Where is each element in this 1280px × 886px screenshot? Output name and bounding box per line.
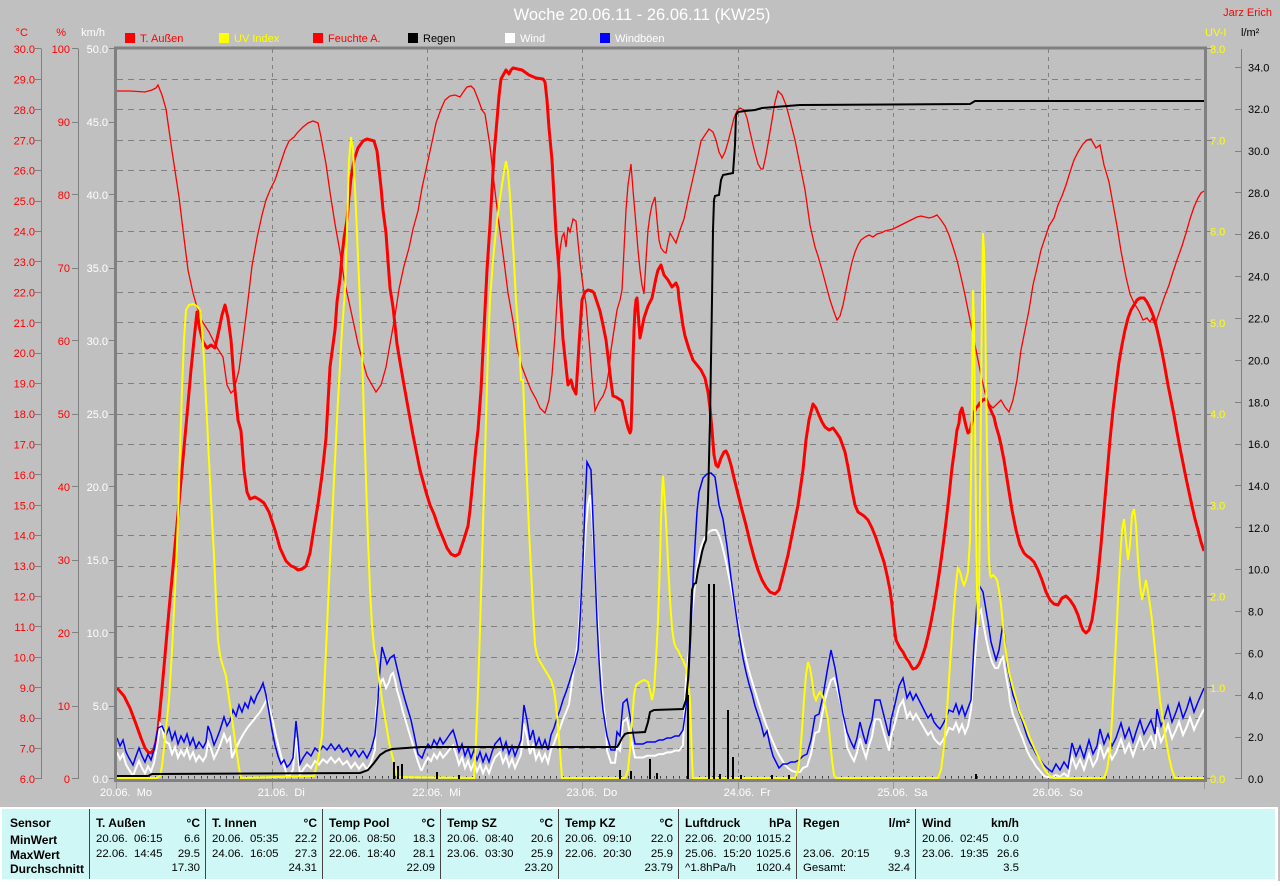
svg-text:50: 50 bbox=[58, 409, 70, 421]
svg-text:22.06. Mi: 22.06. Mi bbox=[412, 787, 460, 799]
svg-text:16.0: 16.0 bbox=[14, 470, 35, 482]
svg-text:0.0: 0.0 bbox=[93, 774, 108, 786]
svg-text:18.0: 18.0 bbox=[14, 409, 35, 421]
svg-text:40: 40 bbox=[58, 482, 70, 494]
svg-text:6.0: 6.0 bbox=[1248, 648, 1263, 660]
svg-text:Woche 20.06.11 - 26.06.11 (KW2: Woche 20.06.11 - 26.06.11 (KW25) bbox=[514, 6, 771, 24]
svg-text:1.0: 1.0 bbox=[1210, 683, 1225, 695]
svg-text:6.0: 6.0 bbox=[1210, 227, 1225, 239]
svg-text:6.0: 6.0 bbox=[20, 774, 35, 786]
svg-text:0.0: 0.0 bbox=[1210, 774, 1225, 786]
svg-text:23.06. Do: 23.06. Do bbox=[566, 787, 617, 799]
svg-text:60: 60 bbox=[58, 336, 70, 348]
svg-text:12.0: 12.0 bbox=[1248, 523, 1269, 535]
svg-text:26.06. So: 26.06. So bbox=[1033, 787, 1083, 799]
svg-text:km/h: km/h bbox=[81, 27, 105, 39]
svg-text:18.0: 18.0 bbox=[1248, 397, 1269, 409]
svg-text:8.0: 8.0 bbox=[1248, 607, 1263, 619]
svg-text:24.06. Fr: 24.06. Fr bbox=[724, 787, 771, 799]
svg-text:0.0: 0.0 bbox=[1248, 774, 1263, 786]
svg-text:22.0: 22.0 bbox=[14, 287, 35, 299]
svg-text:10.0: 10.0 bbox=[1248, 565, 1269, 577]
svg-text:28.0: 28.0 bbox=[1248, 188, 1269, 200]
svg-text:26.0: 26.0 bbox=[14, 166, 35, 178]
svg-text:17.0: 17.0 bbox=[14, 439, 35, 451]
svg-text:30.0: 30.0 bbox=[1248, 146, 1269, 158]
svg-text:19.0: 19.0 bbox=[14, 379, 35, 391]
svg-text:20.0: 20.0 bbox=[1248, 355, 1269, 367]
svg-text:10.0: 10.0 bbox=[87, 628, 108, 640]
svg-text:8.0: 8.0 bbox=[20, 713, 35, 725]
svg-text:9.0: 9.0 bbox=[20, 683, 35, 695]
svg-text:Windböen: Windböen bbox=[615, 33, 665, 45]
svg-text:32.0: 32.0 bbox=[1248, 104, 1269, 116]
svg-text:14.0: 14.0 bbox=[14, 531, 35, 543]
svg-text:15.0: 15.0 bbox=[14, 500, 35, 512]
svg-text:0: 0 bbox=[64, 774, 70, 786]
svg-text:5.0: 5.0 bbox=[1210, 318, 1225, 330]
svg-text:28.0: 28.0 bbox=[14, 105, 35, 117]
svg-text:4.0: 4.0 bbox=[1248, 690, 1263, 702]
svg-text:Jarz Erich: Jarz Erich bbox=[1223, 7, 1272, 19]
svg-text:90: 90 bbox=[58, 117, 70, 129]
svg-text:25.06. Sa: 25.06. Sa bbox=[877, 787, 928, 799]
svg-text:7.0: 7.0 bbox=[20, 744, 35, 756]
svg-text:5.0: 5.0 bbox=[93, 701, 108, 713]
svg-text:21.06. Di: 21.06. Di bbox=[258, 787, 305, 799]
svg-text:l/m²: l/m² bbox=[1241, 27, 1260, 39]
svg-text:24.0: 24.0 bbox=[1248, 272, 1269, 284]
svg-text:UV-I: UV-I bbox=[1205, 27, 1226, 39]
svg-text:40.0: 40.0 bbox=[87, 190, 108, 202]
svg-text:Regen: Regen bbox=[423, 33, 455, 45]
svg-text:16.0: 16.0 bbox=[1248, 439, 1269, 451]
svg-text:15.0: 15.0 bbox=[87, 555, 108, 567]
svg-text:27.0: 27.0 bbox=[14, 135, 35, 147]
svg-text:21.0: 21.0 bbox=[14, 318, 35, 330]
svg-text:25.0: 25.0 bbox=[87, 409, 108, 421]
svg-text:26.0: 26.0 bbox=[1248, 230, 1269, 242]
svg-text:30: 30 bbox=[58, 555, 70, 567]
svg-text:29.0: 29.0 bbox=[14, 74, 35, 86]
svg-text:23.0: 23.0 bbox=[14, 257, 35, 269]
svg-text:34.0: 34.0 bbox=[1248, 62, 1269, 74]
svg-text:%: % bbox=[56, 27, 66, 39]
svg-text:70: 70 bbox=[58, 263, 70, 275]
svg-text:10.0: 10.0 bbox=[14, 652, 35, 664]
svg-text:20.0: 20.0 bbox=[87, 482, 108, 494]
svg-text:20.0: 20.0 bbox=[14, 348, 35, 360]
svg-text:Wind: Wind bbox=[520, 33, 545, 45]
svg-text:22.0: 22.0 bbox=[1248, 314, 1269, 326]
svg-text:T. Außen: T. Außen bbox=[140, 33, 183, 45]
svg-text:11.0: 11.0 bbox=[14, 622, 35, 634]
svg-text:24.0: 24.0 bbox=[14, 227, 35, 239]
svg-text:50.0: 50.0 bbox=[87, 44, 108, 56]
svg-text:°C: °C bbox=[16, 27, 28, 39]
svg-text:7.0: 7.0 bbox=[1210, 135, 1225, 147]
svg-text:20: 20 bbox=[58, 628, 70, 640]
svg-text:8.0: 8.0 bbox=[1210, 44, 1225, 56]
svg-text:13.0: 13.0 bbox=[14, 561, 35, 573]
svg-text:80: 80 bbox=[58, 190, 70, 202]
svg-text:35.0: 35.0 bbox=[87, 263, 108, 275]
svg-text:25.0: 25.0 bbox=[14, 196, 35, 208]
svg-text:12.0: 12.0 bbox=[14, 592, 35, 604]
svg-text:10: 10 bbox=[58, 701, 70, 713]
svg-text:30.0: 30.0 bbox=[14, 44, 35, 56]
svg-text:4.0: 4.0 bbox=[1210, 409, 1225, 421]
svg-text:2.0: 2.0 bbox=[1210, 592, 1225, 604]
svg-text:45.0: 45.0 bbox=[87, 117, 108, 129]
svg-text:3.0: 3.0 bbox=[1210, 500, 1225, 512]
svg-text:14.0: 14.0 bbox=[1248, 481, 1269, 493]
svg-text:2.0: 2.0 bbox=[1248, 732, 1263, 744]
svg-text:30.0: 30.0 bbox=[87, 336, 108, 348]
svg-text:100: 100 bbox=[52, 44, 70, 56]
svg-text:Feuchte A.: Feuchte A. bbox=[328, 33, 381, 45]
svg-text:20.06. Mo: 20.06. Mo bbox=[100, 787, 152, 799]
svg-text:UV Index: UV Index bbox=[234, 33, 280, 45]
